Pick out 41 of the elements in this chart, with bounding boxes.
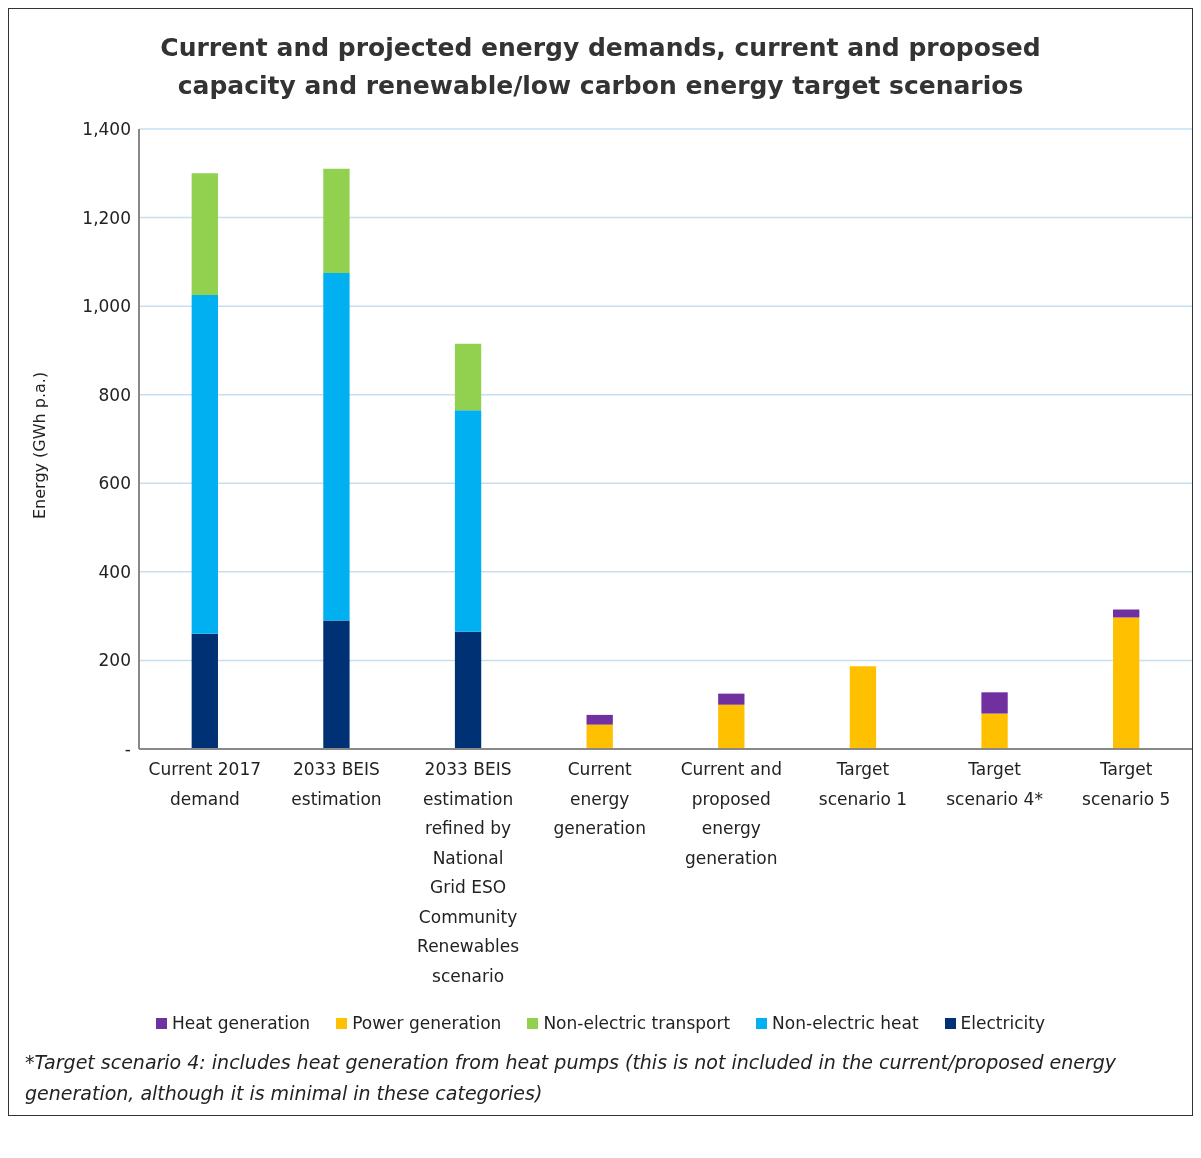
x-tick-label: Current and proposed energy generation	[680, 759, 782, 868]
bar	[323, 620, 350, 749]
x-tick-label: Current energy generation	[553, 759, 646, 838]
legend-label: Heat generation	[170, 1013, 311, 1033]
bar	[191, 633, 218, 749]
bar	[1113, 617, 1140, 749]
chart-title: Current and projected energy demands, current and proposed capacity and renewable/low carbon energy target scenarios	[159, 32, 1042, 102]
bar	[454, 343, 482, 411]
bar	[323, 272, 350, 621]
bar	[849, 666, 877, 749]
bar	[454, 631, 482, 749]
y-tick-label: 1,200	[82, 207, 131, 228]
y-tick-label: 1,400	[82, 119, 131, 140]
bar	[718, 704, 745, 749]
bar	[454, 410, 482, 632]
bar	[586, 724, 613, 749]
bar	[191, 173, 218, 296]
y-tick-label: -	[124, 739, 131, 760]
y-tick-label: 200	[98, 650, 131, 671]
y-tick-label: 800	[98, 384, 131, 405]
bar	[191, 295, 218, 634]
x-tick-label: 2033 BEIS estimation refined by National Grid ESO Community Renewables scenario	[417, 759, 520, 986]
x-tick-label: Target scenario 4*	[946, 759, 1043, 809]
legend-label: Non-electric transport	[542, 1013, 731, 1033]
bar	[981, 713, 1008, 749]
x-tick-label: 2033 BEIS estimation	[291, 759, 382, 809]
x-tick-label: Target scenario 5	[1082, 759, 1171, 809]
text: *Target scenario 4: includes heat generation from heat pumps (this is not included in the current/proposed energy generation, although it is minimal in these categories)	[25, 1050, 1118, 1106]
x-tick-label: Target scenario 1	[818, 759, 908, 809]
legend-label: Power generation	[351, 1013, 502, 1033]
y-axis-title: Energy (GWh p.a.)	[29, 371, 49, 519]
bar	[981, 692, 1008, 714]
y-tick-label: 1,000	[82, 296, 131, 317]
bar	[323, 168, 350, 273]
y-tick-label: 400	[98, 561, 131, 582]
bar	[586, 714, 613, 725]
y-tick-label: 600	[98, 473, 131, 494]
legend-label: Non-electric heat	[771, 1013, 919, 1033]
x-tick-label: Current 2017 demand	[148, 759, 262, 809]
bar	[718, 693, 745, 705]
legend-label: Electricity	[959, 1013, 1046, 1033]
